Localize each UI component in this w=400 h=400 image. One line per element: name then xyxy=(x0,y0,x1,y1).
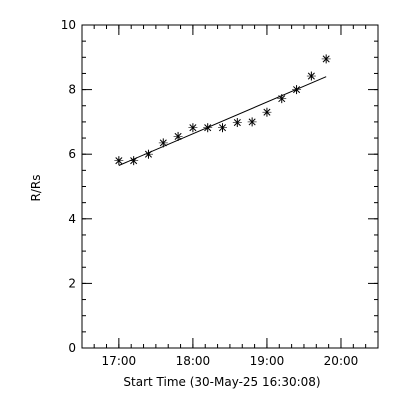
y-tick-label: 0 xyxy=(68,341,76,355)
fit-line-layer xyxy=(118,76,327,166)
y-tick-label: 4 xyxy=(68,212,76,226)
minor-ticks xyxy=(82,24,379,349)
data-point xyxy=(129,156,139,166)
y-tick-label: 10 xyxy=(61,18,76,32)
data-point xyxy=(143,149,153,159)
data-point xyxy=(277,94,287,104)
x-tick-label: 20:00 xyxy=(324,354,359,368)
data-point xyxy=(188,123,198,133)
data-point xyxy=(262,107,272,117)
data-point xyxy=(203,123,213,133)
plot-area xyxy=(81,24,379,349)
x-tick-label: 17:00 xyxy=(102,354,137,368)
y-tick-label: 8 xyxy=(68,83,76,97)
data-point xyxy=(114,156,124,166)
y-tick-label: 2 xyxy=(68,276,76,290)
fit-line xyxy=(118,76,327,166)
major-ticks xyxy=(82,24,378,349)
data-point xyxy=(218,123,228,133)
plot-frame xyxy=(81,24,379,349)
data-point xyxy=(232,118,242,128)
data-point xyxy=(321,54,331,64)
x-tick-label: 18:00 xyxy=(176,354,211,368)
data-point xyxy=(173,131,183,141)
x-axis-label: Start Time (30-May-25 16:30:08) xyxy=(123,375,320,389)
data-point xyxy=(158,138,168,148)
data-point xyxy=(306,71,316,81)
x-tick-label: 19:00 xyxy=(250,354,285,368)
y-axis-label: R/Rs xyxy=(29,175,43,202)
y-tick-label: 6 xyxy=(68,147,76,161)
data-point xyxy=(247,117,257,127)
data-point xyxy=(292,85,302,95)
data-points xyxy=(114,54,331,166)
x-tick-labels: 17:00 18:00 19:00 20:00 xyxy=(102,354,359,368)
y-tick-labels: 0 2 4 6 8 10 xyxy=(61,18,76,355)
